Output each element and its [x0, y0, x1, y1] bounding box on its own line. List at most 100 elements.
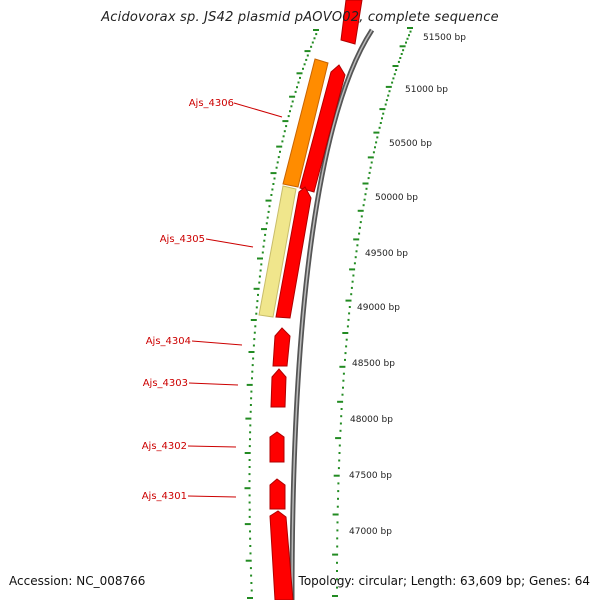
gene-red-1 — [299, 64, 346, 193]
major-tick — [407, 27, 413, 29]
minor-tick — [353, 262, 356, 265]
major-tick — [250, 319, 257, 321]
major-tick — [353, 238, 360, 241]
minor-tick — [348, 306, 351, 308]
minor-tick — [339, 422, 342, 425]
minor-tick — [279, 150, 281, 153]
map-title: Acidovorax sp. JS42 plasmid pAOVO02, com… — [101, 10, 499, 25]
gene-ajs-4306 — [282, 58, 329, 188]
position-label: 50000 bp — [375, 193, 418, 203]
minor-tick — [275, 166, 278, 169]
minor-tick — [336, 561, 338, 564]
minor-tick — [340, 408, 343, 410]
minor-tick — [272, 183, 275, 185]
minor-tick — [250, 589, 253, 592]
leader-ajs-4304 — [191, 340, 243, 346]
minor-tick — [297, 81, 300, 84]
position-label: 50500 bp — [389, 139, 432, 149]
minor-tick — [375, 141, 378, 144]
inner-tick-ring — [332, 27, 413, 597]
minor-tick — [345, 345, 348, 348]
gene-label-ajs-4304: Ajs_4304 — [146, 336, 191, 347]
minor-tick — [393, 73, 396, 76]
minor-tick — [302, 67, 304, 70]
minor-tick — [251, 377, 253, 380]
minor-tick — [249, 431, 252, 434]
gene-ajs-4301 — [269, 478, 286, 510]
minor-tick — [248, 515, 251, 518]
minor-tick — [336, 586, 338, 589]
minor-tick — [248, 445, 251, 448]
minor-tick — [248, 480, 251, 483]
minor-tick — [338, 459, 341, 462]
major-tick — [253, 287, 260, 290]
minor-tick — [374, 146, 376, 149]
minor-tick — [281, 140, 284, 143]
gene-ajs-4305 — [258, 185, 297, 318]
minor-tick — [252, 357, 255, 360]
minor-tick — [248, 473, 251, 476]
minor-tick — [265, 222, 268, 225]
accession-text: Accession: NC_008766 — [9, 574, 146, 588]
minor-tick — [337, 497, 339, 500]
minor-tick — [339, 429, 342, 432]
major-tick — [332, 595, 338, 597]
minor-tick — [282, 135, 285, 138]
major-tick — [337, 400, 344, 403]
minor-tick — [287, 115, 290, 118]
position-label: 48500 bp — [352, 359, 395, 369]
major-tick — [362, 182, 369, 185]
gene-ajs-4304 — [272, 327, 291, 367]
topology-summary: Topology: circular; Length: 63,609 bp; G… — [298, 574, 590, 588]
minor-tick — [392, 77, 395, 80]
minor-tick — [291, 100, 294, 103]
minor-tick — [348, 312, 351, 315]
minor-tick — [251, 370, 254, 373]
minor-tick — [368, 171, 371, 174]
major-tick — [289, 95, 296, 98]
minor-tick — [249, 404, 252, 406]
minor-tick — [336, 521, 339, 524]
leader-ajs-4302 — [187, 445, 237, 448]
minor-tick — [406, 37, 409, 40]
minor-tick — [338, 444, 341, 447]
minor-tick — [340, 415, 343, 418]
minor-tick — [342, 386, 344, 389]
minor-tick — [249, 410, 252, 413]
major-tick — [345, 299, 352, 302]
minor-tick — [250, 574, 253, 577]
minor-tick — [337, 482, 340, 485]
minor-tick — [367, 177, 370, 180]
major-tick — [333, 474, 340, 477]
minor-tick — [350, 293, 353, 296]
minor-tick — [381, 117, 383, 120]
minor-tick — [250, 390, 253, 393]
major-tick — [373, 131, 380, 134]
position-label: 51500 bp — [423, 33, 466, 43]
minor-tick — [268, 205, 271, 208]
position-label: 49500 bp — [365, 249, 408, 259]
minor-tick — [294, 90, 297, 93]
minor-tick — [273, 177, 276, 180]
minor-tick — [256, 300, 259, 303]
minor-tick — [372, 151, 375, 154]
minor-tick — [369, 166, 372, 169]
minor-tick — [336, 578, 338, 581]
minor-tick — [400, 53, 403, 55]
minor-tick — [387, 94, 390, 97]
minor-tick — [277, 156, 280, 159]
minor-tick — [360, 215, 363, 218]
minor-tick — [354, 256, 357, 259]
minor-tick — [376, 136, 379, 139]
minor-tick — [252, 344, 255, 347]
major-tick — [332, 513, 339, 516]
minor-tick — [341, 393, 344, 396]
minor-tick — [255, 312, 258, 315]
minor-tick — [342, 372, 345, 375]
gene-label-ajs-4303: Ajs_4303 — [143, 378, 188, 389]
minor-tick — [362, 204, 365, 207]
minor-tick — [337, 467, 340, 470]
minor-tick — [250, 582, 253, 584]
minor-tick — [336, 529, 339, 532]
